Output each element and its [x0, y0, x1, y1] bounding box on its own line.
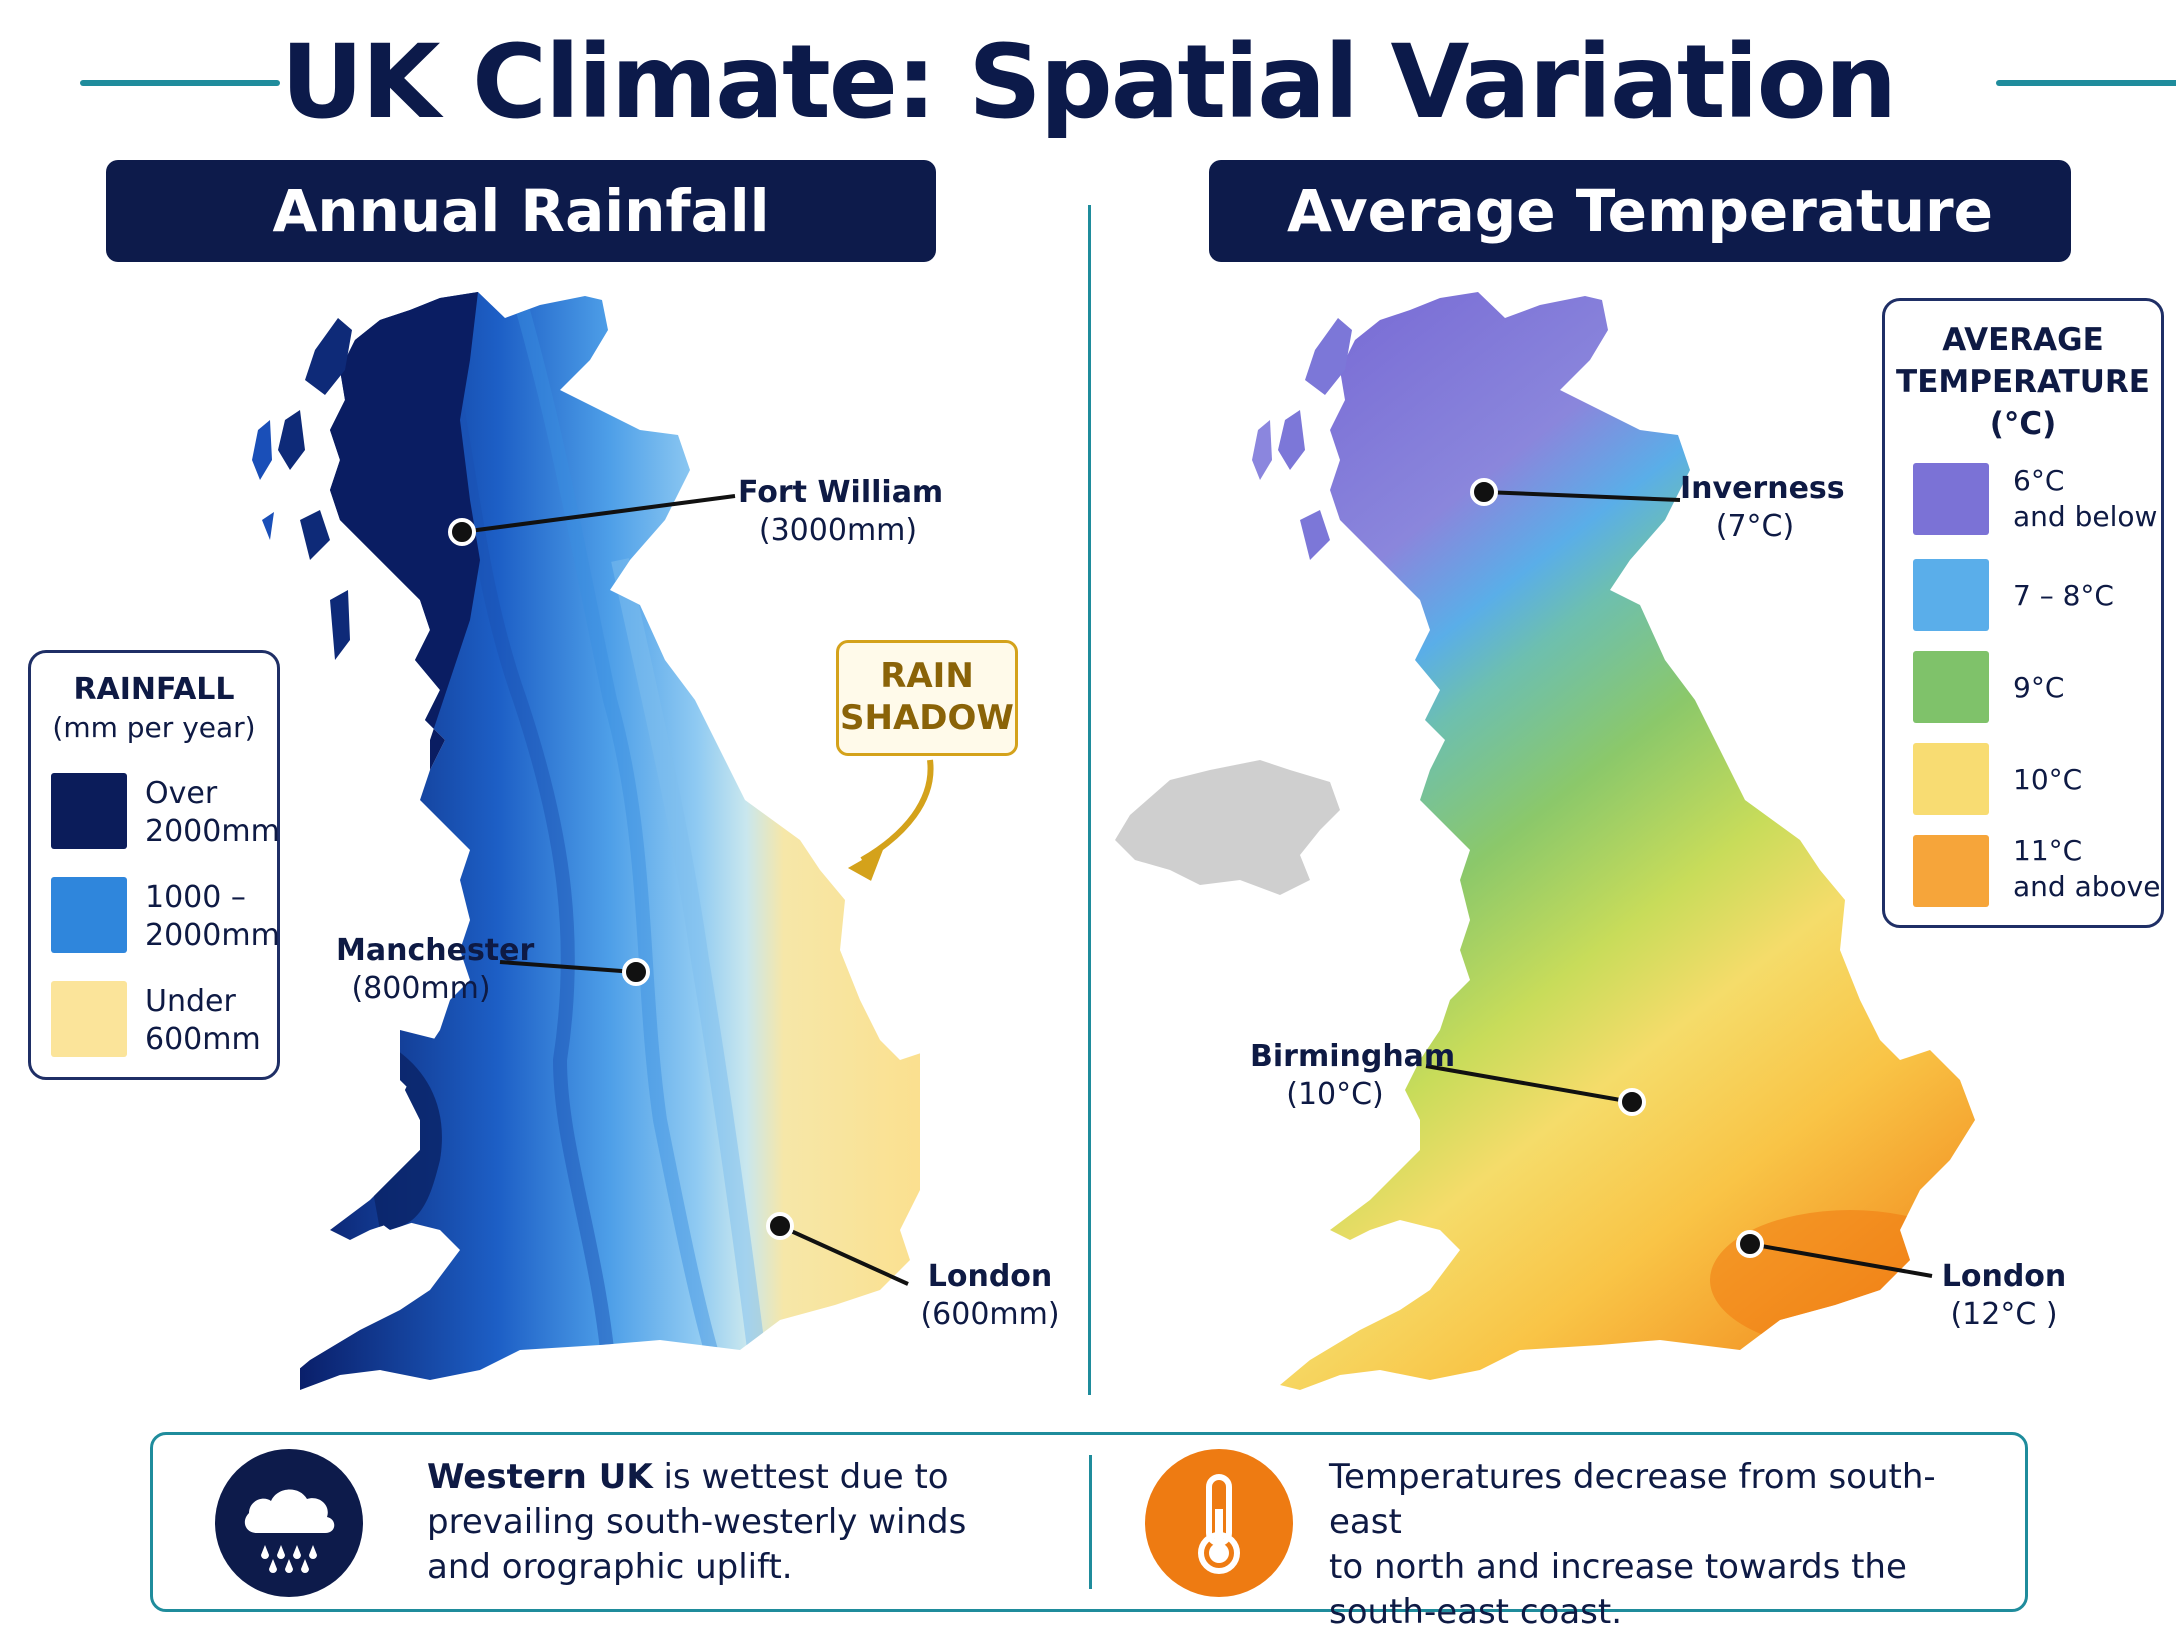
temp-swatch-6 — [1913, 463, 1989, 535]
temp-swatch-11 — [1913, 835, 1989, 907]
london-rain-label: London (600mm) — [920, 1259, 1060, 1332]
london-temp-pin — [1736, 1230, 1764, 1258]
thermometer-icon — [1145, 1449, 1293, 1597]
title-rule-right — [1996, 80, 2176, 86]
inverness-pin — [1470, 478, 1498, 506]
fort-william-pin — [448, 518, 476, 546]
page-title: UK Climate: Spatial Variation — [280, 23, 1898, 142]
northern-ireland-shape — [1115, 760, 1340, 895]
footer-left-text: Western UK is wettest due to prevailing … — [427, 1457, 967, 1587]
temperature-legend-title: AVERAGE TEMPERATURE (°C) — [1896, 322, 2150, 442]
rain-cloud-icon — [215, 1449, 363, 1597]
birmingham-pin — [1618, 1088, 1646, 1116]
footer-panel: Western UK is wettest due to prevailing … — [150, 1432, 2028, 1632]
london-temp-label: London (12°C ) — [1941, 1259, 2067, 1332]
rainfall-swatch-under-600 — [51, 981, 127, 1057]
inverness-label: Inverness (7°C) — [1680, 471, 1845, 544]
rainfall-map — [252, 292, 920, 1390]
temp-label-9: 9°C — [2013, 671, 2065, 704]
temp-label-10: 10°C — [2013, 763, 2083, 796]
rainfall-label-1000-2000: 1000 –2000mm — [145, 880, 280, 953]
temperature-legend: AVERAGE TEMPERATURE (°C) 6°C and below 7 … — [1882, 298, 2164, 928]
rainfall-swatch-1000-2000 — [51, 877, 127, 953]
panel-divider — [1088, 205, 1091, 1395]
rain-shadow-callout: RAIN SHADOW — [836, 640, 1018, 756]
temperature-heading: Average Temperature — [1209, 160, 2071, 262]
rainfall-heading: Annual Rainfall — [106, 160, 936, 262]
temperature-map — [1115, 292, 1975, 1390]
london-rain-pin — [766, 1212, 794, 1240]
birmingham-label: Birmingham (10°C) — [1250, 1039, 1456, 1112]
title-rule-left — [80, 80, 280, 86]
temp-swatch-10 — [1913, 743, 1989, 815]
rainfall-swatch-over-2000 — [51, 773, 127, 849]
temp-label-7-8: 7 – 8°C — [2013, 579, 2114, 612]
rainfall-pins — [448, 494, 934, 1286]
temp-swatch-7-8 — [1913, 559, 1989, 631]
fort-william-label: Fort William (3000mm) — [738, 475, 944, 548]
temp-label-11: 11°C and above — [2013, 834, 2161, 903]
rainfall-label-over-2000: Over 2000mm — [145, 776, 280, 849]
manchester-pin — [622, 958, 650, 986]
footer-right-text: Temperatures decrease from south-east to… — [1329, 1457, 1936, 1632]
manchester-label: Manchester (800mm) — [336, 933, 535, 1006]
rainfall-legend-title: RAINFALL (mm per year) — [52, 672, 256, 744]
temperature-pins — [1425, 478, 1933, 1278]
rainfall-legend: RAINFALL (mm per year) Over 2000mm 1000 –… — [28, 650, 280, 1080]
temp-label-6: 6°C and below — [2013, 464, 2158, 533]
temp-swatch-9 — [1913, 651, 1989, 723]
footer-divider — [1089, 1455, 1092, 1589]
rainfall-label-under-600: Under 600mm — [145, 984, 261, 1057]
